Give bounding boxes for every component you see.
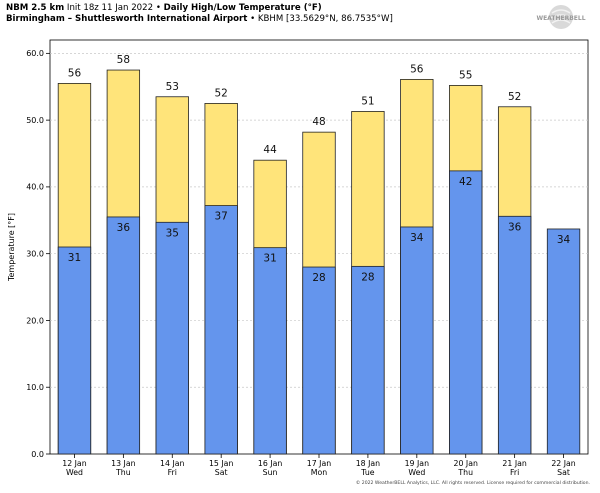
low-temp-bar <box>302 266 336 455</box>
y-axis-label: Temperature [°F] <box>7 213 16 282</box>
y-tick-label: 20.0 <box>26 316 44 325</box>
low-temp-bar <box>155 221 189 455</box>
x-tick-label-date: 17 Jan <box>307 459 331 468</box>
copyright-notice: © 2022 WeatherBELL Analytics, LLC. All r… <box>355 481 590 486</box>
x-tick-label-day: Wed <box>66 468 83 477</box>
x-tick-label-day: Sat <box>557 468 570 477</box>
product-title: Daily High/Low Temperature (°F) <box>163 3 322 13</box>
high-temp-label: 44 <box>263 144 277 156</box>
low-temp-bar <box>449 170 483 455</box>
low-temp-label: 31 <box>68 252 81 264</box>
separator-bullet: • <box>155 3 161 13</box>
low-temp-label: 36 <box>508 221 522 233</box>
y-tick-label: 0.0 <box>31 450 44 459</box>
x-tick-label-day: Wed <box>408 468 425 477</box>
high-temp-label: 52 <box>214 87 227 99</box>
bars: 56 58 53 52 44 48 51 56 55 52 31 36 35 37 31 28 28 34 42 36… <box>57 54 581 455</box>
y-tick-label: 40.0 <box>26 183 44 192</box>
high-temp-label: 55 <box>459 69 472 81</box>
model-name: NBM 2.5 km <box>6 3 65 13</box>
logo-swirl <box>549 9 573 24</box>
low-temp-bar <box>57 246 92 455</box>
low-temp-label: 34 <box>557 234 571 246</box>
y-tick-label: 30.0 <box>26 249 44 258</box>
low-temp-bar <box>546 228 581 455</box>
x-tick-label-date: 16 Jan <box>258 459 282 468</box>
high-temp-label: 58 <box>117 54 130 66</box>
low-temp-bar <box>204 205 238 455</box>
low-temp-label: 28 <box>312 272 325 284</box>
x-tick-label-day: Fri <box>510 468 519 477</box>
x-tick-label-day: Tue <box>360 468 375 477</box>
low-temp-bar <box>106 216 141 455</box>
chart-header-line-1: NBM 2.5 km Init 18z 11 Jan 2022 • Daily … <box>6 3 322 14</box>
x-tick-label-date: 14 Jan <box>160 459 184 468</box>
x-tick-label-date: 12 Jan <box>62 459 86 468</box>
x-tick-label-day: Sat <box>215 468 228 477</box>
low-temp-bar <box>253 247 287 455</box>
station-name: Birmingham – Shuttlesworth International… <box>6 14 248 24</box>
low-temp-label: 35 <box>166 227 179 239</box>
x-tick-label-date: 19 Jan <box>405 459 429 468</box>
high-temp-label: 56 <box>410 63 424 75</box>
y-tick-label: 50.0 <box>26 116 44 125</box>
x-tick-label-date: 15 Jan <box>209 459 233 468</box>
x-tick-label-day: Mon <box>311 468 327 477</box>
low-temp-label: 36 <box>117 222 131 234</box>
x-tick-label-day: Thu <box>457 468 473 477</box>
low-temp-bar <box>351 265 385 455</box>
y-axis: 0.0 10.0 20.0 30.0 40.0 50.0 60.0 <box>26 49 50 459</box>
low-temp-label: 37 <box>214 211 227 223</box>
high-temp-label: 56 <box>68 67 82 79</box>
x-tick-label-date: 13 Jan <box>111 459 135 468</box>
x-tick-label-day: Thu <box>115 468 131 477</box>
logo-text: WEATHERBELL <box>536 15 585 22</box>
low-temp-label: 34 <box>410 232 424 244</box>
y-tick-label: 10.0 <box>26 383 44 392</box>
low-temp-label: 42 <box>459 176 472 188</box>
x-tick-label-date: 22 Jan <box>551 459 575 468</box>
x-tick-label-date: 21 Jan <box>502 459 526 468</box>
chart-header-line-2: Birmingham – Shuttlesworth International… <box>6 14 393 25</box>
x-tick-label-date: 20 Jan <box>454 459 478 468</box>
station-info: KBHM [33.5629°N, 86.7535°W] <box>257 14 393 24</box>
low-temp-bar <box>400 226 434 455</box>
high-temp-label: 48 <box>312 116 325 128</box>
low-temp-label: 31 <box>263 253 276 265</box>
high-temp-label: 53 <box>166 81 179 93</box>
x-tick-label-date: 18 Jan <box>356 459 380 468</box>
init-time: Init 18z 11 Jan 2022 <box>66 3 154 13</box>
high-temp-label: 52 <box>508 91 521 103</box>
y-tick-label: 60.0 <box>26 49 44 58</box>
separator-bullet: • <box>250 14 256 24</box>
x-tick-label-day: Sun <box>263 468 278 477</box>
low-temp-bar <box>497 215 532 455</box>
weatherbell-logo: WEATHERBELL <box>536 5 586 29</box>
high-temp-label: 51 <box>361 95 374 107</box>
x-tick-label-day: Fri <box>168 468 177 477</box>
low-temp-label: 28 <box>361 271 374 283</box>
